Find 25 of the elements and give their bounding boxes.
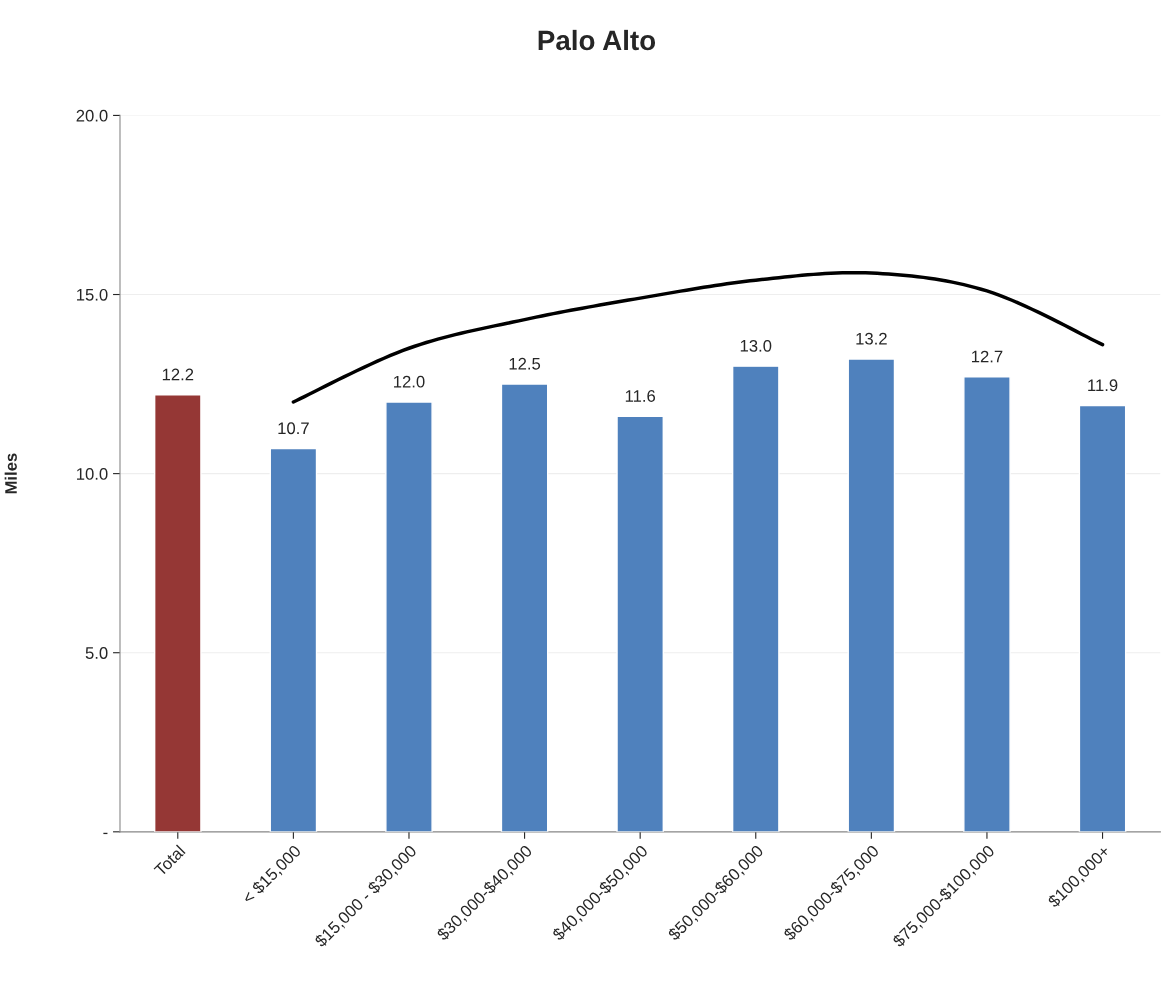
bar <box>963 376 1011 832</box>
y-axis-title: Miles <box>4 453 17 494</box>
bar <box>385 401 433 832</box>
data-label: 13.2 <box>856 332 887 345</box>
y-tick-label: 5.0 <box>85 647 108 659</box>
chart-title: Palo Alto <box>538 29 656 51</box>
y-tick-label: - <box>103 832 108 835</box>
data-label: 12.5 <box>509 357 541 370</box>
data-label: 10.7 <box>278 422 309 435</box>
bar <box>500 383 549 832</box>
data-label: 12.2 <box>162 368 194 381</box>
bar <box>616 415 664 832</box>
data-label: 13.0 <box>740 339 772 352</box>
y-tick-label: 20.0 <box>76 109 108 122</box>
y-tick-label: 15.0 <box>77 288 108 301</box>
y-tick-label: 10.0 <box>77 468 108 480</box>
data-label: 12.0 <box>394 375 425 388</box>
bar <box>731 365 780 832</box>
data-label: 11.9 <box>1088 379 1118 392</box>
bar <box>1078 404 1127 832</box>
data-label: 12.7 <box>972 350 1003 363</box>
data-label: 11.6 <box>625 390 656 402</box>
bar <box>153 394 202 832</box>
bar <box>269 447 318 832</box>
bar <box>847 358 896 832</box>
